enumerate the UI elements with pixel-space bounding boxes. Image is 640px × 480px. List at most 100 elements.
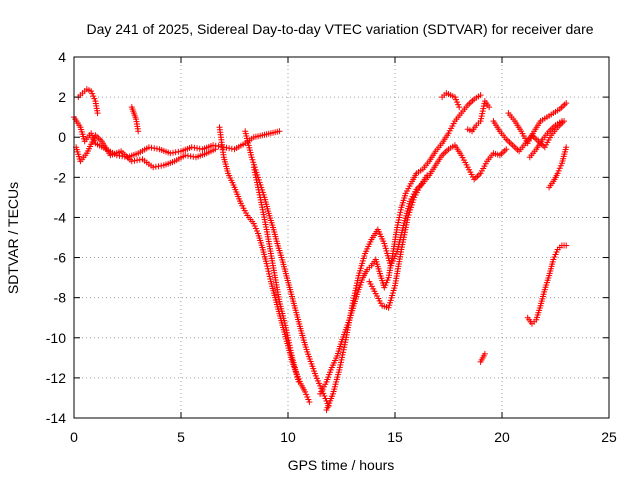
data-point xyxy=(251,222,258,229)
data-point xyxy=(266,270,273,277)
x-tick-label: 20 xyxy=(494,429,510,445)
data-point xyxy=(264,263,271,270)
data-point xyxy=(288,349,295,356)
data-point xyxy=(155,163,162,170)
data-point xyxy=(336,366,343,373)
data-point xyxy=(397,209,404,216)
data-point xyxy=(249,156,256,163)
data-point xyxy=(88,88,95,95)
data-point xyxy=(341,341,348,348)
data-point xyxy=(312,372,319,379)
y-tick-label: -6 xyxy=(54,250,67,266)
data-point xyxy=(251,166,258,173)
data-point xyxy=(563,144,570,151)
data-point xyxy=(384,277,391,284)
data-point xyxy=(479,108,486,115)
data-point xyxy=(182,152,189,159)
data-point xyxy=(342,339,349,346)
y-tick-label: 2 xyxy=(58,89,66,105)
data-point xyxy=(286,342,293,349)
data-point xyxy=(424,172,431,179)
data-point xyxy=(254,181,261,188)
data-point xyxy=(352,285,359,292)
data-point xyxy=(303,391,310,398)
series-track-k xyxy=(439,90,463,111)
data-point xyxy=(226,145,233,152)
data-point xyxy=(455,101,462,108)
data-point xyxy=(253,176,260,183)
data-point xyxy=(486,104,493,111)
data-point xyxy=(550,256,557,263)
data-point xyxy=(316,380,323,387)
data-point xyxy=(339,351,346,358)
data-point xyxy=(250,159,257,166)
data-point xyxy=(253,179,260,186)
data-point xyxy=(252,225,259,232)
data-point xyxy=(383,279,390,286)
data-point xyxy=(283,329,290,336)
data-point xyxy=(477,118,484,125)
data-point xyxy=(381,284,388,291)
data-point xyxy=(337,361,344,368)
data-point xyxy=(283,327,290,334)
data-point xyxy=(563,100,570,107)
data-point xyxy=(451,94,458,101)
data-point xyxy=(557,162,564,169)
data-point xyxy=(339,354,346,361)
data-point xyxy=(306,398,313,405)
data-point xyxy=(555,167,562,174)
data-point xyxy=(131,157,138,164)
data-point xyxy=(285,337,292,344)
series-track-j xyxy=(366,172,431,311)
data-point xyxy=(302,388,309,395)
data-point xyxy=(88,130,95,137)
series-track-l xyxy=(464,98,493,135)
data-point xyxy=(148,144,155,151)
data-point xyxy=(212,142,219,149)
data-point xyxy=(116,152,123,159)
series-track-n xyxy=(505,100,570,147)
data-point xyxy=(394,224,401,231)
y-tick-label: 0 xyxy=(58,129,66,145)
data-point xyxy=(255,186,262,193)
data-point xyxy=(396,211,403,218)
data-point xyxy=(480,103,487,110)
y-tick-label: -2 xyxy=(54,169,67,185)
series-track-i xyxy=(323,142,510,413)
data-point xyxy=(404,214,411,221)
data-point xyxy=(250,220,257,227)
series-track-e xyxy=(216,124,313,405)
x-tick-label: 25 xyxy=(601,429,617,445)
data-point xyxy=(184,152,191,159)
y-tick-label: -8 xyxy=(54,290,67,306)
data-point xyxy=(406,209,413,216)
data-point xyxy=(175,148,182,155)
data-point xyxy=(556,165,563,172)
data-point xyxy=(563,242,570,249)
data-point xyxy=(454,99,461,106)
data-point xyxy=(215,143,222,150)
data-point xyxy=(228,145,235,152)
data-point xyxy=(150,164,157,171)
data-point xyxy=(351,292,358,299)
data-point xyxy=(352,287,359,294)
data-point xyxy=(336,364,343,371)
data-point xyxy=(256,191,263,198)
data-point xyxy=(89,90,96,97)
plot-frame xyxy=(73,56,610,419)
data-point xyxy=(397,206,404,213)
data-point xyxy=(503,146,510,153)
series-track-o xyxy=(526,118,565,161)
data-point xyxy=(478,115,485,122)
series-layer xyxy=(71,86,570,413)
data-point xyxy=(350,297,357,304)
data-point xyxy=(317,382,324,389)
data-point xyxy=(408,204,415,211)
data-point xyxy=(340,346,347,353)
data-point xyxy=(276,128,283,135)
series-track-c xyxy=(75,86,101,117)
data-point xyxy=(212,146,219,153)
data-point xyxy=(313,375,320,382)
data-point xyxy=(128,158,135,165)
data-point xyxy=(351,290,358,297)
